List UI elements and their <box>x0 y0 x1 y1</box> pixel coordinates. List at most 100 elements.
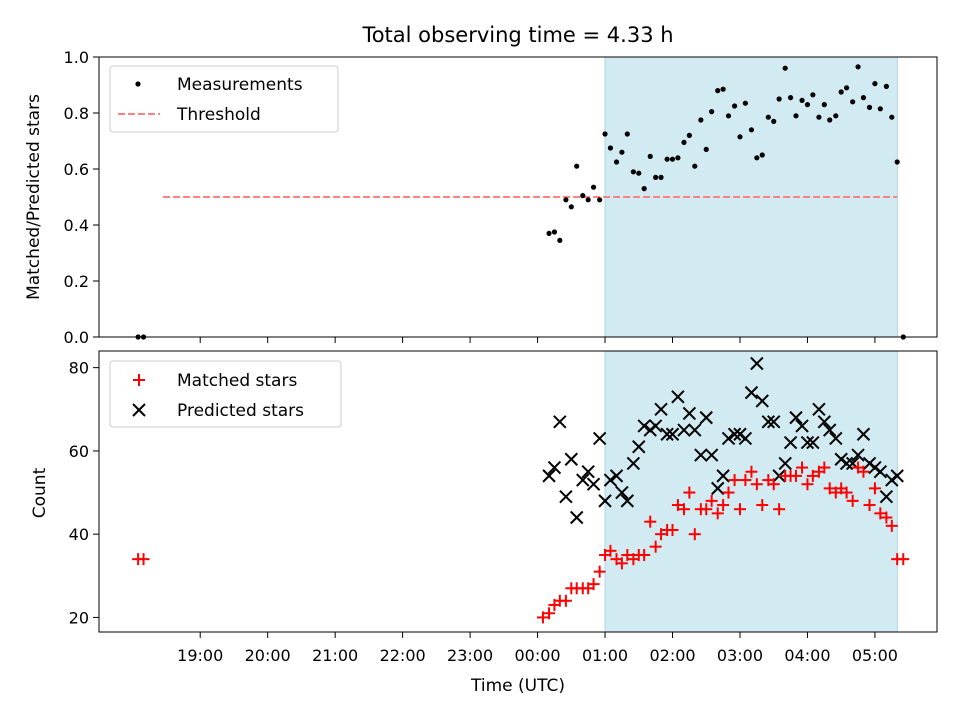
measurement-point <box>664 156 670 162</box>
predicted-star-point <box>626 456 641 471</box>
measurement-point <box>827 117 833 123</box>
bottom-plot-frame <box>98 350 938 633</box>
matched-star-point <box>644 515 657 528</box>
measurement-point <box>636 170 642 176</box>
measurement-point <box>590 184 597 190</box>
matched-star-point <box>801 478 814 491</box>
matched-star-point <box>739 474 752 487</box>
measurement-point <box>551 229 558 235</box>
predicted-star-point <box>817 415 832 429</box>
measurement-point <box>709 109 715 115</box>
measurement-point <box>613 159 620 165</box>
matched-star-point <box>756 499 769 512</box>
measurement-point <box>686 132 692 138</box>
predicted-star-point <box>665 427 680 441</box>
measurement-point <box>843 85 850 91</box>
matched-star-point <box>671 499 684 512</box>
predicted-star-point <box>873 465 888 479</box>
measurement-point <box>580 193 586 199</box>
y-tick-label: 0.6 <box>64 160 89 179</box>
x-tick-label: 22:00 <box>380 646 426 665</box>
bottom-y-axis: 20 40 60 80 <box>69 359 99 627</box>
matched-star-point <box>677 503 690 516</box>
measurement-point <box>782 65 788 71</box>
predicted-star-point <box>716 469 730 483</box>
predicted-star-point <box>671 390 685 404</box>
top-x-ticks <box>199 337 876 343</box>
measurement-point <box>574 163 580 169</box>
matched-star-point <box>767 478 780 491</box>
matched-star-point <box>638 548 651 561</box>
measurement-point <box>602 131 608 137</box>
measurement-point <box>619 149 625 155</box>
matched-star-point <box>880 511 893 524</box>
measurement-point <box>624 131 630 137</box>
predicted-star-point <box>890 469 904 483</box>
predicted-star-point <box>727 427 742 441</box>
predicted-star-point <box>761 415 776 429</box>
predicted-star-point <box>553 415 567 429</box>
predicted-star-point <box>609 469 624 483</box>
predicted-star-point <box>783 435 798 450</box>
measurement-point <box>748 127 755 133</box>
matched-star-point <box>846 494 859 507</box>
measurement-point <box>860 95 867 101</box>
predicted-star-point <box>738 431 753 446</box>
x-tick-label: 05:00 <box>852 646 898 665</box>
predicted-star-point <box>682 406 697 421</box>
measurement-point <box>630 169 636 175</box>
measurement-point <box>597 197 603 203</box>
measurement-point <box>793 113 799 119</box>
x-tick-label: 02:00 <box>649 646 695 665</box>
measurement-point <box>546 230 552 236</box>
matched-star-point <box>806 469 819 482</box>
matched-star-point <box>604 544 617 557</box>
bottom-points-layer <box>132 356 910 624</box>
measurement-point <box>855 64 861 70</box>
top-legend-box <box>109 65 339 133</box>
x-tick-label: 23:00 <box>447 646 493 665</box>
predicted-star-point <box>772 469 786 483</box>
measurement-point <box>787 95 794 101</box>
bottom-y-axis-label: Count <box>30 467 50 518</box>
matched-star-point <box>796 461 809 474</box>
top-legend: Measurements Threshold <box>109 65 339 133</box>
matched-star-point <box>666 524 679 537</box>
matched-star-point <box>593 565 606 578</box>
legend-marker-measurements <box>135 81 141 87</box>
measurement-point <box>641 186 647 192</box>
predicted-star-point <box>704 448 719 462</box>
legend-label-measurements: Measurements <box>177 75 303 95</box>
measurement-point <box>720 86 726 92</box>
predicted-star-point <box>576 473 590 487</box>
matched-star-point <box>649 540 662 553</box>
measurement-point <box>838 89 844 95</box>
predicted-star-point <box>592 431 607 446</box>
measurement-point <box>725 113 732 119</box>
y-tick-label: 0.2 <box>64 272 89 291</box>
legend-label-threshold: Threshold <box>176 105 261 125</box>
matched-star-point <box>621 548 634 561</box>
measurement-point <box>804 102 811 108</box>
predicted-star-point <box>654 402 668 416</box>
x-axis-label: Time (UTC) <box>470 676 565 696</box>
predicted-star-point <box>637 419 651 433</box>
predicted-star-point <box>603 473 618 487</box>
chart-title: Total observing time = 4.33 h <box>361 23 673 47</box>
matched-star-point <box>536 611 549 624</box>
predicted-star-point <box>839 456 854 471</box>
measurement-point <box>742 100 748 106</box>
matched-star-point <box>705 494 718 507</box>
measurement-point <box>675 155 681 161</box>
matched-star-point <box>711 507 724 520</box>
measurement-point <box>883 83 889 89</box>
measurement-point <box>877 106 883 112</box>
matched-star-point <box>823 482 836 495</box>
measurement-point <box>681 139 687 145</box>
predicted-star-point <box>648 419 663 433</box>
predicted-star-point <box>767 415 781 429</box>
measurement-point <box>557 237 563 243</box>
matched-star-point <box>543 607 556 620</box>
bottom-legend-box <box>109 360 342 428</box>
predicted-star-point <box>879 489 894 504</box>
